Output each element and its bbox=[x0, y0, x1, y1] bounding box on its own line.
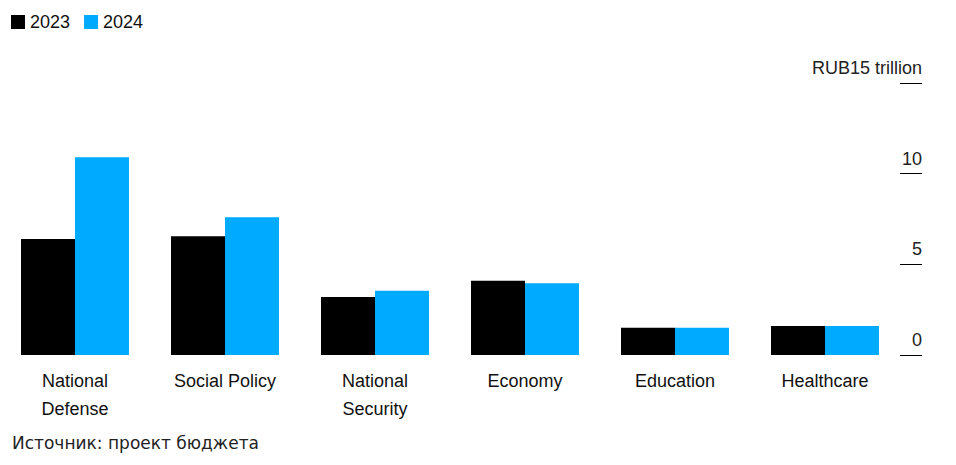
svg-text:Security: Security bbox=[342, 399, 407, 419]
svg-text:National: National bbox=[342, 371, 408, 391]
svg-text:Источник: проект бюджета: Источник: проект бюджета bbox=[12, 433, 259, 453]
svg-text:5: 5 bbox=[912, 239, 922, 259]
svg-text:Healthcare: Healthcare bbox=[781, 371, 868, 391]
svg-text:0: 0 bbox=[912, 330, 922, 350]
svg-text:2024: 2024 bbox=[103, 12, 143, 32]
svg-text:10: 10 bbox=[902, 149, 922, 169]
svg-text:Economy: Economy bbox=[487, 371, 562, 391]
svg-text:2023: 2023 bbox=[30, 12, 70, 32]
svg-text:Social Policy: Social Policy bbox=[174, 371, 276, 391]
svg-text:RUB15 trillion: RUB15 trillion bbox=[812, 58, 922, 78]
svg-text:Education: Education bbox=[635, 371, 715, 391]
svg-text:Defense: Defense bbox=[41, 399, 108, 419]
svg-text:National: National bbox=[42, 371, 108, 391]
